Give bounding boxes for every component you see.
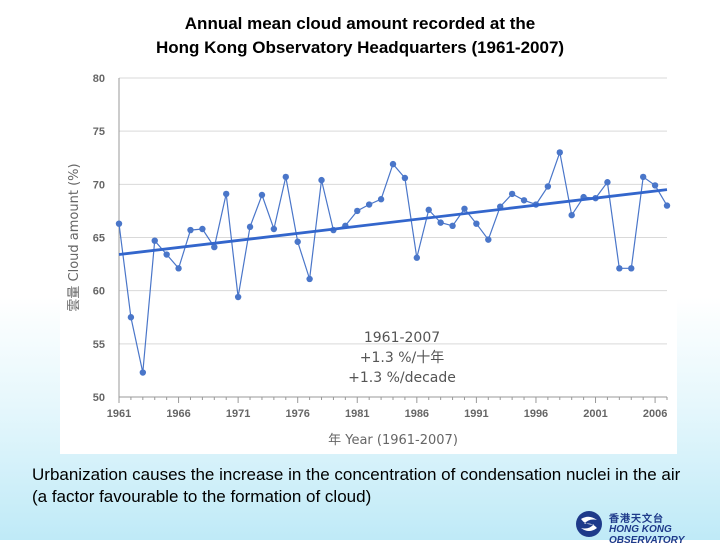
x-tick-label: 1976: [285, 408, 309, 420]
y-tick-label: 80: [93, 73, 105, 85]
chart-panel: 50 55 60 65 70 75 80 1961 1966 1971 1976 1981 1986 19…: [60, 66, 677, 454]
data-point: [270, 225, 278, 233]
y-tick-label: 70: [93, 179, 105, 191]
data-point: [401, 174, 409, 182]
logo-english-text: HONG KONG OBSERVATORY: [609, 524, 685, 546]
data-point: [246, 223, 254, 231]
x-tick-label: 1991: [464, 408, 488, 420]
y-tick-label: 50: [93, 392, 105, 404]
trend-annotation-line: +1.3 %/decade: [348, 370, 456, 386]
data-point: [508, 190, 516, 198]
data-point: [187, 226, 194, 234]
trend-line: [118, 188, 668, 256]
x-tick-label: 1966: [166, 408, 190, 420]
y-tick-label: 55: [93, 339, 105, 351]
data-point: [485, 236, 492, 243]
x-tick-label: 1996: [524, 408, 548, 420]
data-point: [568, 211, 575, 219]
data-point: [628, 265, 635, 272]
data-point: [651, 182, 659, 189]
y-axis-label: 雲量 Cloud amount (%): [67, 163, 82, 311]
title-line-1: Annual mean cloud amount recorded at the: [184, 14, 536, 33]
data-point: [175, 265, 182, 272]
x-tick-label: 1981: [345, 408, 369, 420]
data-point: [639, 173, 647, 181]
trend-annotation-line: 1961-2007: [364, 330, 440, 346]
data-point: [556, 149, 563, 156]
logo-chinese-text: 香港天文台: [609, 514, 664, 525]
title-line-2: Hong Kong Observatory Headquarters (1961…: [155, 38, 565, 57]
data-point: [199, 225, 206, 233]
data-point: [127, 314, 135, 321]
x-axis-label: 年 Year (1961-2007): [328, 433, 458, 448]
y-tick-label: 60: [93, 286, 105, 298]
data-point: [115, 220, 123, 227]
data-point: [294, 238, 301, 245]
data-point: [258, 191, 266, 199]
data-point: [139, 369, 147, 376]
data-point: [151, 237, 158, 244]
trend-annotation-line: +1.3 %/十年: [360, 350, 444, 366]
y-tick-label: 65: [93, 233, 105, 245]
data-point: [282, 173, 289, 181]
data-point: [544, 183, 552, 190]
y-tick-label: 75: [93, 126, 105, 138]
data-point: [318, 176, 325, 184]
caption-text: Urbanization causes the increase in the …: [32, 465, 681, 506]
data-point: [473, 220, 480, 227]
slide-title: Annual mean cloud amount recorded at the…: [0, 12, 720, 60]
data-point: [604, 179, 611, 186]
data-point: [413, 254, 421, 261]
hko-logo: 香港天文台 HONG KONG OBSERVATORY: [572, 508, 720, 546]
data-point: [449, 222, 456, 230]
x-tick-label: 2001: [583, 408, 607, 420]
data-point: [306, 275, 313, 283]
data-point: [663, 202, 671, 209]
data-point: [234, 293, 242, 301]
cloud-amount-chart: 50 55 60 65 70 75 80 1961 1966 1971 1976 1981 1986 19…: [67, 73, 671, 448]
data-point: [223, 190, 230, 198]
data-point: [389, 160, 397, 168]
data-point: [520, 197, 528, 204]
x-tick-label: 1986: [405, 408, 429, 420]
data-point: [461, 205, 468, 212]
data-point: [354, 207, 361, 215]
data-point: [163, 251, 170, 258]
data-point: [425, 206, 432, 214]
hko-logo-icon: [576, 511, 602, 537]
data-point: [365, 201, 373, 208]
data-point: [211, 243, 218, 251]
data-point: [437, 219, 444, 226]
data-point: [377, 196, 385, 203]
data-point: [616, 265, 623, 272]
x-tick-label: 2006: [643, 408, 667, 420]
x-tick-label: 1961: [107, 408, 131, 420]
x-tick-label: 1971: [226, 408, 250, 420]
